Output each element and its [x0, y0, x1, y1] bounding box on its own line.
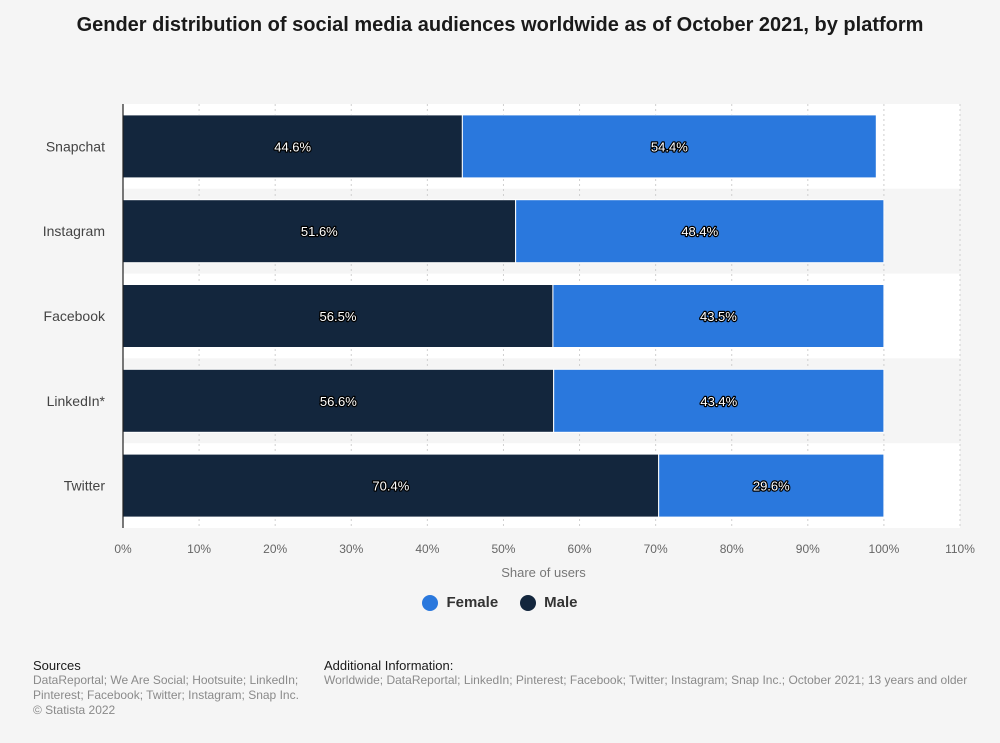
legend-item-male[interactable]: Male	[520, 594, 578, 611]
sources-text: DataReportal; We Are Social; Hootsuite; …	[33, 673, 299, 702]
x-tick-label: 20%	[263, 542, 287, 556]
x-tick-label: 50%	[491, 542, 515, 556]
x-tick-label: 40%	[415, 542, 439, 556]
legend-label-female: Female	[446, 594, 499, 611]
bar-male[interactable]	[122, 368, 555, 433]
stacked-bar-chart: 0% 10% 20% 30% 40% 50% 60% 70% 80% 90% 100% 110% 44.…	[43, 104, 975, 580]
y-category-label: Twitter	[64, 478, 106, 494]
sources-heading: Sources	[33, 658, 81, 673]
x-tick-label: 60%	[568, 542, 592, 556]
data-label: 29.6%	[753, 479, 790, 494]
data-label: 51.6%	[301, 224, 338, 239]
data-label: 44.6%	[274, 139, 311, 154]
bar-female[interactable]	[515, 199, 885, 264]
x-tick-label: 70%	[644, 542, 668, 556]
additional-info-block: Additional Information: Worldwide; DataR…	[324, 658, 1000, 688]
data-label: 43.5%	[700, 309, 737, 324]
y-category-label: Facebook	[44, 308, 106, 324]
bar-male[interactable]	[122, 199, 517, 264]
legend-label-male: Male	[544, 594, 578, 611]
bar-female[interactable]	[552, 284, 885, 348]
data-label: 54.4%	[651, 139, 688, 154]
data-label: 43.4%	[700, 394, 737, 409]
legend: Female Male	[0, 594, 1000, 611]
x-tick-label: 80%	[720, 542, 744, 556]
data-label: 70.4%	[372, 479, 409, 494]
x-tick-label: 30%	[339, 542, 363, 556]
data-label: 48.4%	[681, 224, 718, 239]
legend-item-female[interactable]: Female	[422, 594, 498, 611]
additional-info-text: Worldwide; DataReportal; LinkedIn; Pinte…	[324, 673, 968, 687]
y-category-label: LinkedIn*	[47, 393, 106, 409]
x-tick-label: 0%	[114, 542, 132, 556]
x-tick-label: 100%	[869, 542, 900, 556]
x-axis-title: Share of users	[501, 565, 586, 580]
x-tick-label: 10%	[187, 542, 211, 556]
y-category-label: Snapchat	[46, 138, 105, 154]
chart-title: Gender distribution of social media audi…	[76, 14, 924, 36]
y-category-label: Instagram	[43, 223, 105, 239]
x-tick-label: 110%	[945, 542, 975, 556]
bar-female[interactable]	[658, 453, 885, 518]
legend-swatch-male	[520, 594, 537, 611]
copyright-text: © Statista 2022	[33, 703, 116, 717]
legend-swatch-female	[422, 594, 439, 611]
x-tick-label: 90%	[796, 542, 820, 556]
bar-female[interactable]	[461, 114, 877, 179]
data-label: 56.6%	[320, 394, 357, 409]
bar-male[interactable]	[122, 453, 660, 518]
bar-male[interactable]	[122, 114, 463, 179]
bar-female[interactable]	[553, 368, 885, 433]
data-label: 56.5%	[320, 309, 357, 324]
additional-info-heading: Additional Information:	[324, 658, 454, 673]
sources-block: Sources DataReportal; We Are Social; Hoo…	[33, 658, 313, 718]
